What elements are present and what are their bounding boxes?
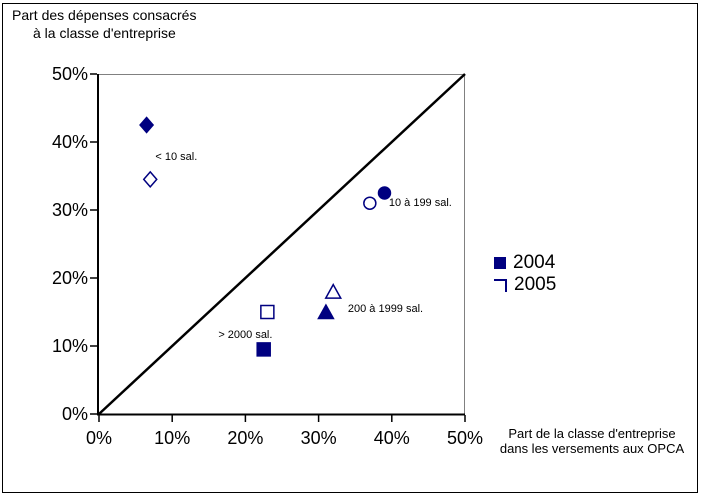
legend-label-2004: 2004 (513, 252, 556, 273)
data-point-square-filled (256, 342, 271, 357)
legend-marker-2005-open-square-icon (494, 278, 507, 292)
legend-row-2005: 2005 (494, 274, 556, 296)
y-tick-label: 40% (51, 132, 88, 152)
data-point-label: 10 à 199 sal. (388, 197, 452, 210)
x-axis-title: Part de la classe d'entreprise dans les … (492, 426, 692, 456)
x-tick-label: 0% (85, 428, 112, 448)
data-point-triangle-open (324, 283, 343, 299)
data-point-circle-filled (377, 186, 392, 200)
y-axis-title-line2: à la classe d'entreprise (33, 25, 176, 41)
data-point-diamond-open (142, 170, 158, 189)
data-point-triangle-filled (317, 303, 335, 320)
y-tick-label: 50% (51, 64, 88, 84)
outer-border (2, 3, 698, 493)
legend-label-2005: 2005 (514, 274, 557, 295)
legend: 2004 2005 (494, 252, 556, 296)
data-point-label: 200 à 1999 sal. (347, 303, 424, 316)
legend-row-2004: 2004 (494, 252, 556, 274)
x-tick-label: 20% (227, 428, 264, 448)
data-point-label: > 2000 sal. (218, 329, 273, 342)
x-tick-label: 50% (446, 428, 484, 448)
x-tick-label: 30% (300, 428, 337, 448)
x-tick-label: 40% (373, 428, 410, 448)
y-axis-title-line1: Part des dépenses consacrés (12, 7, 197, 23)
y-tick-label: 30% (51, 200, 88, 220)
x-axis-title-line2: dans les versements aux OPCA (499, 441, 685, 456)
data-point-diamond-filled (139, 116, 155, 134)
y-tick-label: 10% (51, 336, 88, 356)
y-tick-label: 0% (61, 404, 88, 424)
legend-marker-2004-filled-square-icon (494, 257, 506, 269)
data-point-circle-open (363, 196, 377, 210)
x-axis-title-line1: Part de la classe d'entreprise (508, 426, 676, 441)
y-axis-title: Part des dépenses consacrés à la classe … (12, 6, 196, 42)
y-tick-label: 20% (51, 268, 88, 288)
diagonal-reference-line (98, 73, 466, 415)
data-point-square-open (260, 304, 275, 320)
data-point-label: < 10 sal. (155, 150, 198, 163)
x-tick-label: 10% (154, 428, 191, 448)
